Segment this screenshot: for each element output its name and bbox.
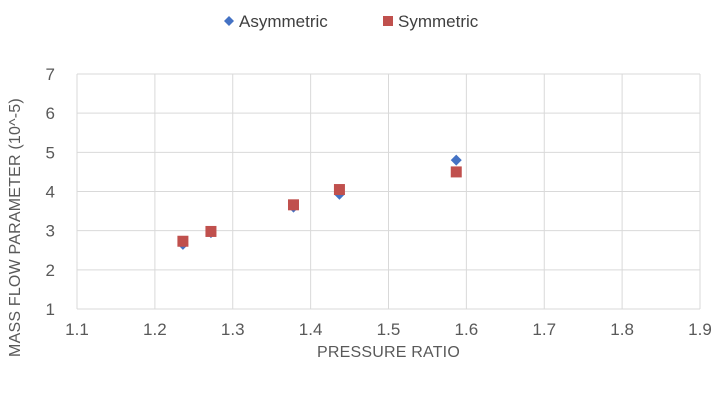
x-axis-label: PRESSURE RATIO: [317, 344, 460, 361]
point-symmetric: [205, 225, 217, 237]
x-tick-label: 1.8: [610, 320, 634, 339]
point-symmetric: [333, 184, 345, 196]
y-tick-label: 6: [46, 104, 55, 123]
x-tick-label: 1.9: [688, 320, 712, 339]
y-axis-ticks: 1 2 3 4 5 6 7: [46, 65, 55, 319]
x-tick-label: 1.5: [377, 320, 401, 339]
legend-label-symmetric: Symmetric: [398, 12, 479, 31]
y-axis-label: MASS FLOW PARAMETER (10^-5): [7, 98, 24, 357]
x-tick-label: 1.6: [455, 320, 479, 339]
point-symmetric: [177, 235, 189, 247]
y-tick-label: 5: [46, 143, 55, 162]
y-tick-label: 1: [46, 300, 55, 319]
y-tick-label: 4: [46, 183, 55, 202]
x-tick-label: 1.2: [143, 320, 167, 339]
x-axis-ticks: 1.1 1.2 1.3 1.4 1.5 1.6 1.7 1.8 1.9: [65, 320, 712, 339]
x-tick-label: 1.7: [532, 320, 556, 339]
y-tick-label: 7: [46, 65, 55, 84]
x-tick-label: 1.4: [299, 320, 323, 339]
point-asymmetric: [450, 154, 462, 166]
legend: Asymmetric Symmetric: [224, 12, 479, 31]
y-tick-label: 3: [46, 222, 55, 241]
legend-marker-asymmetric: [224, 16, 234, 26]
x-tick-label: 1.1: [65, 320, 89, 339]
legend-marker-symmetric: [383, 16, 393, 26]
point-symmetric: [450, 166, 462, 178]
legend-label-asymmetric: Asymmetric: [239, 12, 328, 31]
y-tick-label: 2: [46, 261, 55, 280]
data-points: [177, 154, 462, 250]
gridlines: [76, 73, 701, 310]
point-symmetric: [287, 199, 299, 211]
x-tick-label: 1.3: [221, 320, 245, 339]
